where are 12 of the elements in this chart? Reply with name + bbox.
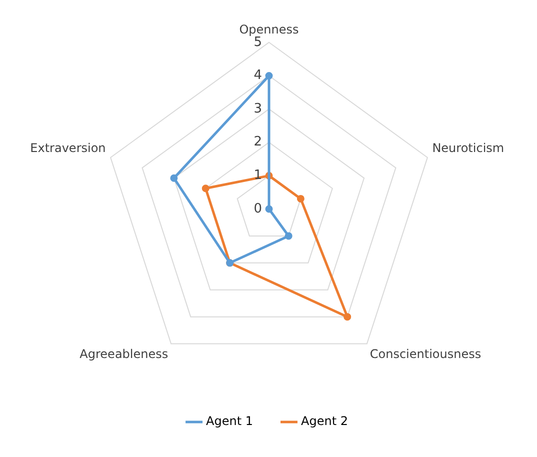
spoke-label: Conscientiousness xyxy=(370,347,482,362)
y-tick-label: 3 xyxy=(254,101,262,116)
spoke-label: Openness xyxy=(239,22,299,36)
y-tick-label: 4 xyxy=(254,68,262,84)
legend-label: Agent 2 xyxy=(301,414,348,428)
y-tick-label: 0 xyxy=(254,201,262,216)
y-tick-label: 2 xyxy=(254,134,262,150)
legend-label: Agent 1 xyxy=(206,414,253,428)
spoke-label: Extraversion xyxy=(30,140,106,155)
spoke-label: Neuroticism xyxy=(432,140,504,155)
spoke-label: Agreeableness xyxy=(80,347,168,362)
y-tick-label: 5 xyxy=(254,34,262,50)
